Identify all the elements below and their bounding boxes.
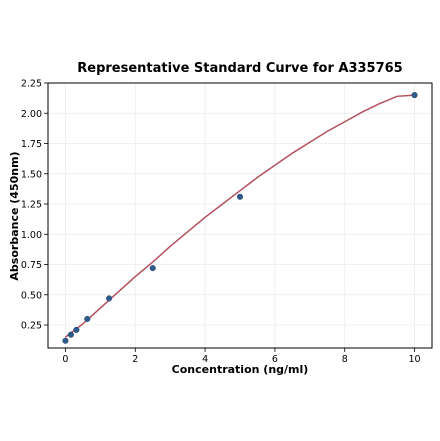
data-point: [84, 315, 91, 323]
data-point: [67, 331, 74, 338]
x-axis-label: Concentration (ng/ml): [172, 363, 309, 376]
data-point: [62, 337, 69, 344]
y-tick-label: 1.25: [21, 200, 42, 211]
y-tick-label: 0.25: [21, 321, 42, 332]
y-axis-label: Absorbance (450nm): [8, 151, 21, 280]
plot-frame: [47, 82, 433, 349]
y-tick-label: 1.75: [21, 139, 42, 150]
data-point: [73, 326, 80, 333]
y-tick-label: 1.00: [21, 230, 42, 241]
x-tick-label: 4: [202, 354, 208, 365]
fit-curve-line: [64, 94, 415, 338]
x-tick-label: 10: [408, 354, 420, 365]
y-tick-label: 1.50: [21, 169, 42, 180]
data-point: [411, 92, 418, 99]
y-tick-label: 2.25: [21, 79, 42, 90]
x-tick-label: 2: [132, 354, 138, 365]
data-point: [236, 193, 244, 200]
chart-title: Representative Standard Curve for A33576…: [77, 61, 402, 76]
fit-curve-layer: [64, 94, 415, 338]
x-tick-label: 8: [342, 354, 348, 365]
x-tick-label: 0: [62, 354, 68, 365]
data-point: [149, 265, 156, 272]
x-tick-label: 6: [272, 354, 278, 365]
y-axis-ticks: 0.25 0.50 0.75 1.00 1.25 1.50 1.75 2.00 2.25: [21, 79, 48, 332]
data-points-layer: [62, 92, 418, 344]
y-tick-label: 0.50: [21, 290, 42, 301]
data-point: [106, 295, 113, 302]
y-tick-label: 0.75: [21, 260, 42, 271]
y-tick-label: 2.00: [21, 109, 42, 120]
grid-lines: [48, 82, 432, 348]
x-axis-ticks: 0 2 4 6 8 10: [62, 348, 421, 365]
